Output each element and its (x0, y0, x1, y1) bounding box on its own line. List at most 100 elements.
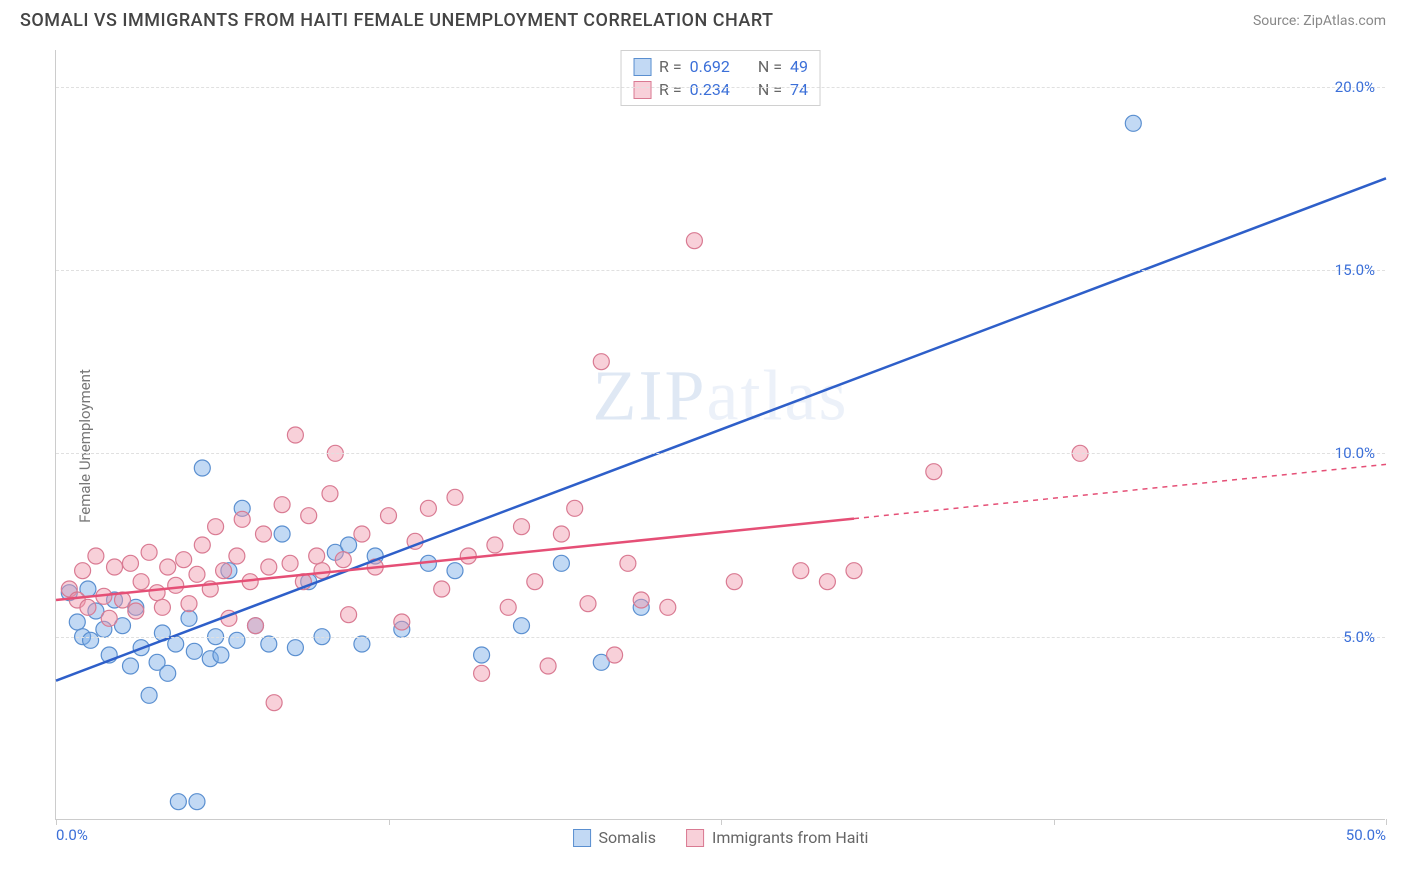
data-point (287, 640, 303, 656)
scatter-plot-svg (56, 50, 1385, 819)
data-point (160, 665, 176, 681)
data-point (141, 544, 157, 560)
data-point (160, 559, 176, 575)
series-label: Immigrants from Haiti (712, 828, 868, 847)
data-point (101, 610, 117, 626)
y-tick-label: 10.0% (1335, 444, 1375, 462)
data-point (189, 566, 205, 582)
data-point (170, 794, 186, 810)
chart-plot-area: ZIPatlas R = 0.692 N = 49 R = 0.234 N = … (55, 50, 1385, 820)
x-tick-label: 50.0% (1346, 826, 1386, 844)
data-point (314, 563, 330, 579)
x-tick (56, 819, 57, 825)
data-point (514, 519, 530, 535)
n-value: 74 (790, 80, 808, 99)
data-point (122, 658, 138, 674)
data-point (216, 563, 232, 579)
data-point (213, 647, 229, 663)
chart-header: SOMALI VS IMMIGRANTS FROM HAITI FEMALE U… (0, 0, 1406, 31)
data-point (354, 636, 370, 652)
gridline (56, 270, 1385, 271)
data-point (846, 563, 862, 579)
data-point (69, 614, 85, 630)
correlation-legend-row: R = 0.692 N = 49 (633, 55, 808, 78)
n-value: 49 (790, 57, 808, 76)
data-point (75, 563, 91, 579)
data-point (168, 577, 184, 593)
x-tick (721, 819, 722, 825)
data-point (234, 511, 250, 527)
data-point (141, 687, 157, 703)
data-point (341, 537, 357, 553)
data-point (633, 592, 649, 608)
legend-swatch (573, 829, 591, 847)
chart-title: SOMALI VS IMMIGRANTS FROM HAITI FEMALE U… (20, 10, 774, 31)
data-point (287, 427, 303, 443)
data-point (500, 599, 516, 615)
data-point (394, 614, 410, 630)
data-point (474, 647, 490, 663)
data-point (88, 548, 104, 564)
correlation-legend-row: R = 0.234 N = 74 (633, 78, 808, 101)
data-point (487, 537, 503, 553)
data-point (194, 537, 210, 553)
y-tick-label: 5.0% (1343, 628, 1375, 646)
x-tick (1386, 819, 1387, 825)
data-point (122, 555, 138, 571)
data-point (474, 665, 490, 681)
data-point (229, 548, 245, 564)
data-point (593, 354, 609, 370)
data-point (176, 552, 192, 568)
data-point (527, 574, 543, 590)
gridline (56, 87, 1385, 88)
data-point (620, 555, 636, 571)
series-label: Somalis (599, 828, 656, 847)
data-point (553, 555, 569, 571)
correlation-legend: R = 0.692 N = 49 R = 0.234 N = 74 (620, 50, 821, 106)
data-point (274, 526, 290, 542)
gridline (56, 453, 1385, 454)
x-tick (1054, 819, 1055, 825)
data-point (301, 508, 317, 524)
data-point (793, 563, 809, 579)
data-point (149, 585, 165, 601)
data-point (434, 581, 450, 597)
r-value: 0.234 (690, 80, 730, 99)
data-point (83, 632, 99, 648)
data-point (107, 559, 123, 575)
data-point (420, 500, 436, 516)
data-point (447, 563, 463, 579)
data-point (460, 548, 476, 564)
x-tick (389, 819, 390, 825)
data-point (1125, 115, 1141, 131)
data-point (580, 596, 596, 612)
trend-line (56, 178, 1386, 680)
r-label: R = (659, 80, 682, 99)
x-tick-label: 0.0% (56, 826, 88, 844)
series-legend-item: Somalis (573, 828, 656, 847)
legend-swatch (686, 829, 704, 847)
gridline (56, 637, 1385, 638)
n-label: N = (758, 80, 782, 99)
data-point (255, 526, 271, 542)
data-point (447, 489, 463, 505)
r-label: R = (659, 57, 682, 76)
data-point (261, 559, 277, 575)
data-point (540, 658, 556, 674)
data-point (229, 632, 245, 648)
data-point (248, 618, 264, 634)
data-point (186, 643, 202, 659)
data-point (819, 574, 835, 590)
data-point (133, 574, 149, 590)
data-point (274, 497, 290, 513)
data-point (335, 552, 351, 568)
data-point (309, 548, 325, 564)
data-point (208, 519, 224, 535)
data-point (567, 500, 583, 516)
n-label: N = (758, 57, 782, 76)
data-point (660, 599, 676, 615)
y-tick-label: 15.0% (1335, 261, 1375, 279)
data-point (322, 486, 338, 502)
series-legend-item: Immigrants from Haiti (686, 828, 868, 847)
source-attribution: Source: ZipAtlas.com (1253, 13, 1386, 29)
